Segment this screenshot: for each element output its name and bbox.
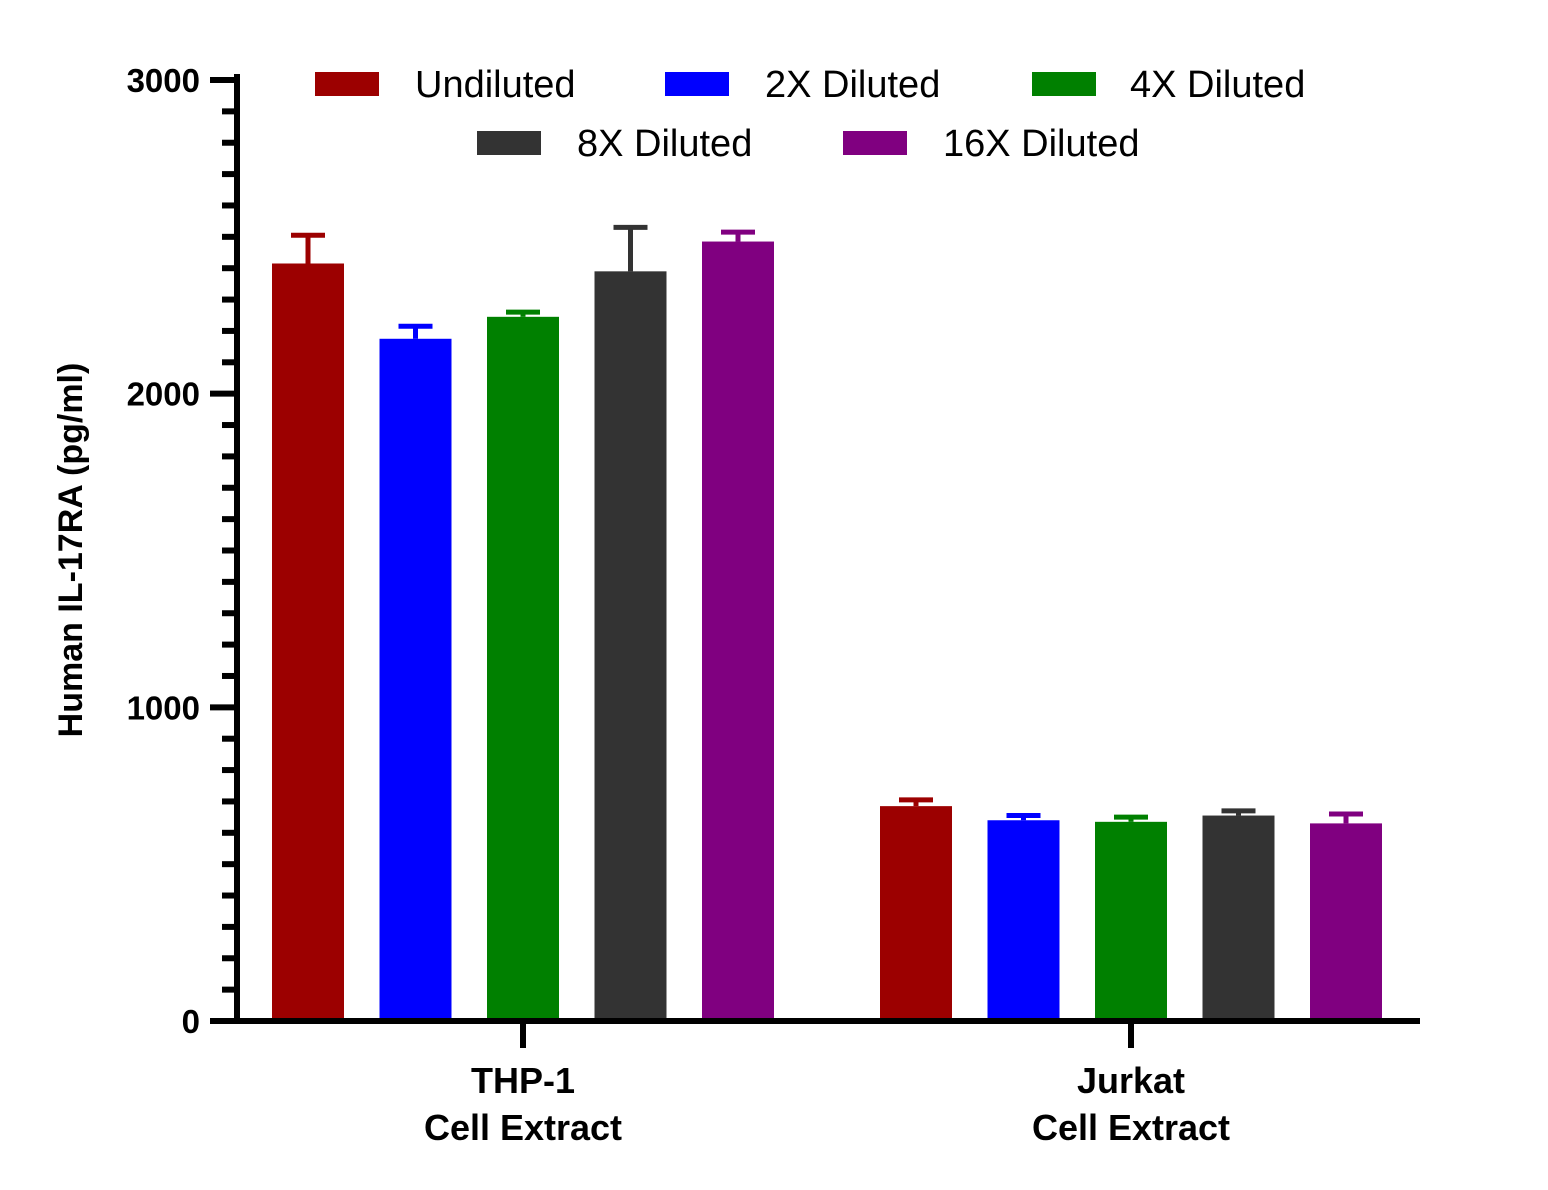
y-tick-label: 0 (182, 1003, 200, 1040)
legend: Undiluted 2X Diluted 4X Diluted 8X Diluted 1… (315, 64, 1305, 165)
legend-swatch (665, 72, 729, 96)
y-tick-label: 2000 (127, 376, 200, 413)
y-tick-label: 1000 (127, 689, 200, 726)
x-tick-label: Jurkat (1077, 1060, 1185, 1101)
y-axis-title: Human IL-17RA (pg/ml) (52, 363, 90, 738)
legend-swatch (1032, 72, 1096, 96)
bar (594, 271, 667, 1021)
labels-layer: Human IL-17RA (pg/ml) 0 1000 2000 3000 THP-1… (52, 62, 1230, 1148)
legend-label: 2X Diluted (765, 64, 940, 106)
legend-swatch (843, 131, 907, 155)
bar (487, 316, 559, 1021)
legend-item: 2X Diluted (665, 64, 940, 106)
bar (702, 241, 774, 1021)
x-tick-label: THP-1 (471, 1060, 575, 1101)
bar (987, 820, 1060, 1021)
legend-item: 16X Diluted (843, 123, 1139, 165)
bar (1095, 821, 1167, 1021)
bar (880, 806, 952, 1021)
x-tick-label-line2: Cell Extract (424, 1107, 622, 1148)
bar (379, 338, 452, 1021)
bars-layer (272, 224, 1382, 1021)
legend-label: 8X Diluted (577, 123, 752, 165)
legend-item: 8X Diluted (477, 123, 752, 165)
x-tick-label-line2: Cell Extract (1032, 1107, 1230, 1148)
legend-swatch (315, 72, 379, 96)
bar (1202, 815, 1275, 1021)
legend-label: 4X Diluted (1130, 64, 1305, 106)
legend-swatch (477, 131, 541, 155)
y-tick-label: 3000 (127, 62, 200, 99)
legend-item: 4X Diluted (1032, 64, 1305, 106)
bar (272, 263, 344, 1021)
ticks-layer (210, 77, 1134, 1048)
legend-label: 16X Diluted (943, 123, 1139, 165)
bar (1310, 823, 1382, 1021)
legend-item: Undiluted (315, 64, 576, 106)
legend-label: Undiluted (415, 64, 576, 106)
